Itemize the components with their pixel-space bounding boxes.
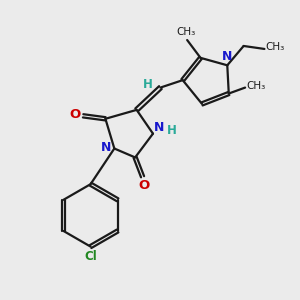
Text: N: N	[154, 121, 165, 134]
Text: CH₃: CH₃	[246, 81, 265, 91]
Text: N: N	[101, 140, 111, 154]
Text: H: H	[143, 77, 153, 91]
Text: N: N	[222, 50, 232, 64]
Text: O: O	[138, 178, 150, 192]
Text: O: O	[69, 108, 80, 121]
Text: CH₃: CH₃	[176, 27, 195, 37]
Text: CH₃: CH₃	[265, 43, 284, 52]
Text: Cl: Cl	[84, 250, 97, 262]
Text: H: H	[167, 124, 176, 136]
